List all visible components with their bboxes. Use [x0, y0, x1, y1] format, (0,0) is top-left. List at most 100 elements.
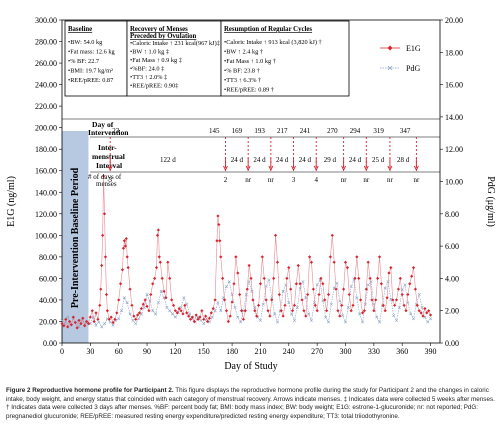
info-box-line: •REE/pREE: 0.87 — [68, 77, 113, 84]
e1g-point — [185, 311, 189, 315]
e1g-point — [315, 309, 319, 313]
legend-entry-pdg: PdG — [380, 64, 420, 73]
e1g-point — [273, 233, 278, 237]
e1g-point — [427, 309, 431, 313]
interval-label: 24 d — [276, 156, 289, 164]
y-left-tick-label: 140.00 — [35, 188, 57, 197]
pdg-point — [403, 283, 407, 287]
e1g-point — [219, 255, 223, 259]
e1g-point — [171, 303, 176, 307]
e1g-point — [306, 292, 310, 297]
pdg-point — [239, 320, 243, 324]
e1g-point — [170, 298, 174, 302]
y-left-tick-label: 60.00 — [39, 274, 57, 283]
menses-day-label: 145 — [209, 127, 220, 135]
pdg-point — [131, 318, 135, 322]
e1g-point — [215, 239, 219, 243]
e1g-point — [137, 311, 142, 315]
figure-caption: Figure 2 Reproductive hormone profile fo… — [6, 387, 497, 421]
e1g-point — [181, 312, 185, 316]
info-box-frame — [64, 20, 128, 97]
e1g-point — [190, 315, 195, 319]
legend-label: E1G — [406, 44, 421, 53]
menses-length-label: nr — [341, 176, 348, 184]
menses-arrow-head — [107, 165, 113, 172]
e1g-point — [100, 263, 104, 268]
e1g-point — [338, 314, 342, 318]
pdg-point — [395, 318, 399, 322]
pdg-point — [326, 320, 331, 324]
pdg-point — [429, 317, 433, 321]
e1g-point — [241, 317, 246, 321]
info-box-line: •REE/pREE: 0.90‡ — [130, 83, 178, 90]
menses-length-label: 3 — [108, 176, 112, 184]
e1g-point — [283, 303, 287, 307]
e1g-point — [328, 255, 332, 259]
e1g-point — [411, 266, 416, 270]
e1g-point — [202, 317, 206, 321]
e1g-point — [194, 313, 198, 317]
e1g-point — [149, 292, 153, 297]
pdg-point — [417, 293, 421, 297]
e1g-point — [360, 311, 365, 315]
x-tick-label: 60 — [115, 347, 123, 356]
pdg-point — [199, 318, 203, 322]
y-right-axis-label: PdG (μg/ml) — [485, 176, 496, 227]
pdg-point — [117, 317, 121, 321]
interval-label: 25 d — [372, 156, 385, 164]
e1g-point — [211, 306, 215, 311]
row-label-interval: Interval — [96, 161, 122, 170]
e1g-point — [334, 287, 338, 291]
y-right-tick-label: 2.00 — [445, 307, 459, 316]
pdg-point — [329, 302, 333, 306]
e1g-point — [245, 287, 249, 291]
x-tick-label: 270 — [311, 347, 323, 356]
x-tick-label: 120 — [169, 347, 181, 356]
x-tick-label: 360 — [396, 347, 408, 356]
pdg-point — [151, 309, 155, 313]
e1g-point — [239, 309, 244, 313]
pdg-point — [295, 305, 299, 309]
e1g-point — [385, 296, 389, 300]
e1g-point — [309, 260, 314, 264]
y-left-tick-label: 260.00 — [35, 59, 57, 68]
pdg-point — [145, 293, 149, 297]
interval-label: 24 d — [349, 156, 362, 164]
e1g-point — [73, 320, 77, 325]
row-label-day: Day of — [92, 120, 114, 129]
e1g-point — [67, 319, 72, 324]
e1g-point — [332, 260, 336, 264]
e1g-point — [389, 266, 393, 270]
x-axis-label: Day of Study — [224, 361, 277, 372]
y-left-tick-label: 40.00 — [39, 296, 57, 305]
menses-day-label: 270 — [327, 127, 338, 135]
e1g-point — [196, 317, 200, 321]
pdg-point — [66, 315, 70, 319]
e1g-point — [71, 315, 75, 319]
e1g-point — [92, 319, 96, 324]
e1g-point — [230, 300, 234, 304]
legend-marker — [387, 65, 393, 71]
e1g-point — [126, 266, 130, 270]
e1g-point — [96, 317, 100, 321]
info-box-frame — [220, 20, 350, 97]
e1g-point — [404, 309, 408, 313]
pdg-point — [244, 293, 248, 297]
pdg-point — [383, 286, 387, 290]
x-tick-label: 180 — [226, 347, 238, 356]
e1g-point — [336, 309, 340, 313]
pdg-point — [227, 280, 231, 284]
info-box-3: Resumption of Regular Cycles •Caloric Int… — [220, 20, 350, 97]
e1g-point — [379, 282, 384, 286]
pdg-point — [88, 322, 92, 326]
pdg-point — [287, 301, 291, 305]
menses-day-label: 169 — [232, 127, 243, 135]
e1g-point — [177, 306, 181, 311]
e1g-point — [111, 320, 115, 325]
e1g-point — [359, 298, 363, 302]
e1g-point — [124, 236, 128, 241]
e1g-point — [117, 298, 121, 302]
e1g-point — [355, 255, 359, 259]
e1g-point — [262, 276, 266, 280]
x-tick-label: 330 — [368, 347, 380, 356]
